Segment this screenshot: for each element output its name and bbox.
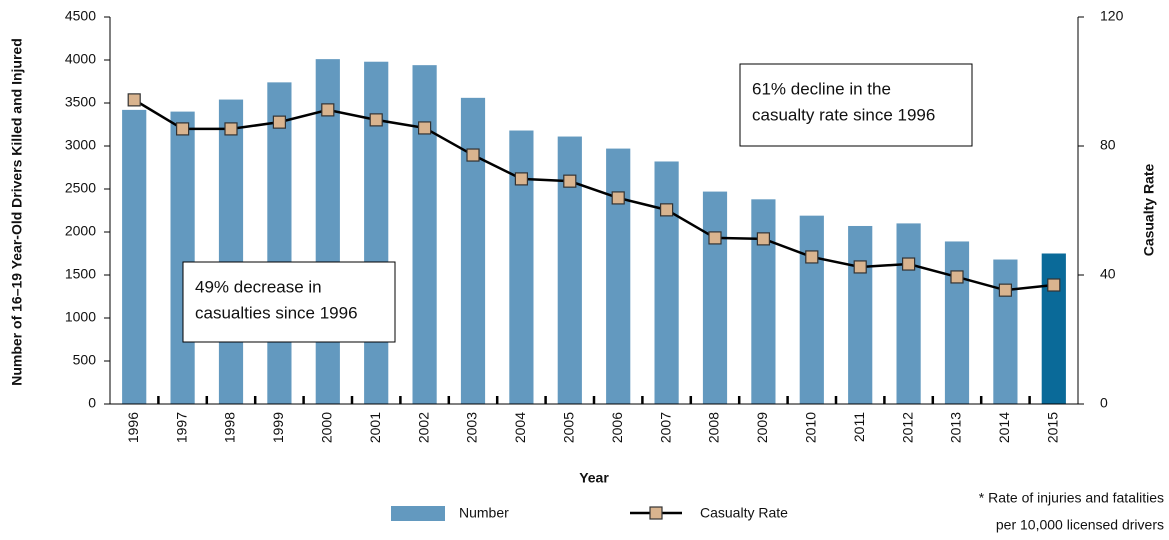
annotation-text: casualty rate since 1996 bbox=[752, 105, 935, 124]
rate-marker bbox=[998, 283, 1013, 297]
legend-label: Casualty Rate bbox=[700, 505, 788, 521]
x-tick-label: 2011 bbox=[851, 412, 867, 442]
x-tick-label: 2001 bbox=[367, 412, 383, 443]
annotation-text: 49% decrease in bbox=[195, 277, 322, 296]
x-tick-label: 2004 bbox=[512, 412, 528, 443]
bar bbox=[606, 148, 631, 404]
bar bbox=[315, 59, 340, 404]
x-tick-label: 1996 bbox=[125, 412, 141, 443]
bar bbox=[848, 225, 873, 404]
y-tick-label: 500 bbox=[73, 352, 97, 368]
rate-marker bbox=[901, 257, 916, 271]
annotation-text: casualties since 1996 bbox=[195, 303, 358, 322]
rate-marker bbox=[611, 191, 625, 205]
y2-tick-label: 120 bbox=[1100, 8, 1124, 24]
footnote: * Rate of injuries and fatalities bbox=[979, 490, 1164, 506]
y2-tick-label: 0 bbox=[1100, 395, 1108, 411]
y-tick-label: 4000 bbox=[65, 51, 96, 67]
y-axis-label: Number of 16–19 Year-Old Drivers Killed … bbox=[9, 38, 25, 386]
rate-marker bbox=[659, 203, 674, 217]
rate-marker bbox=[127, 93, 141, 107]
rate-line bbox=[133, 98, 1054, 292]
bar bbox=[702, 191, 728, 404]
bar bbox=[944, 241, 970, 404]
x-tick-label: 2008 bbox=[706, 412, 722, 443]
rate-marker bbox=[272, 115, 286, 129]
y-tick-label: 3000 bbox=[65, 137, 96, 153]
x-tick-label: 2013 bbox=[948, 412, 964, 443]
rate-marker bbox=[321, 103, 335, 117]
y-tick-label: 0 bbox=[88, 395, 96, 411]
rate-marker bbox=[466, 148, 480, 162]
bar bbox=[799, 215, 824, 404]
bar bbox=[1041, 253, 1066, 404]
y-tick-label: 3500 bbox=[65, 94, 96, 110]
rate-marker bbox=[756, 232, 771, 246]
legend-label: Number bbox=[459, 505, 509, 521]
y2-tick-label: 40 bbox=[1100, 266, 1116, 282]
bar bbox=[412, 65, 437, 404]
rate-marker bbox=[224, 122, 238, 136]
bar bbox=[993, 259, 1018, 404]
x-tick-label: 2003 bbox=[464, 412, 480, 443]
x-tick-label: 2014 bbox=[996, 412, 1012, 443]
x-tick-label: 2007 bbox=[657, 412, 673, 443]
rate-marker bbox=[563, 174, 577, 188]
rate-marker bbox=[369, 113, 383, 127]
y2-axis-label: Casualty Rate bbox=[1141, 163, 1157, 256]
x-tick-label: 2012 bbox=[899, 412, 915, 443]
bar bbox=[751, 199, 776, 404]
y-tick-label: 2000 bbox=[65, 223, 96, 239]
rate-marker bbox=[418, 121, 432, 135]
bar bbox=[460, 97, 486, 404]
rate-marker bbox=[950, 270, 964, 284]
annotation-box bbox=[182, 261, 396, 343]
bar bbox=[218, 99, 244, 404]
annotation-text: 61% decline in the bbox=[752, 79, 891, 98]
bar bbox=[170, 111, 195, 404]
bar bbox=[654, 161, 679, 404]
y-tick-label: 4500 bbox=[65, 8, 96, 24]
bar bbox=[509, 130, 534, 404]
legend-swatch bbox=[391, 506, 445, 521]
x-tick-label: 2015 bbox=[1045, 412, 1061, 443]
annotation-box bbox=[739, 63, 973, 147]
rate-marker bbox=[805, 250, 819, 264]
y-tick-label: 1000 bbox=[65, 309, 96, 325]
x-tick-label: 2009 bbox=[754, 412, 770, 443]
footnote: per 10,000 licensed drivers bbox=[996, 517, 1164, 533]
y2-tick-label: 80 bbox=[1100, 137, 1116, 153]
x-tick-label: 1999 bbox=[270, 412, 286, 443]
legend-marker bbox=[649, 506, 663, 520]
x-tick-label: 2006 bbox=[609, 412, 625, 443]
y-tick-label: 2500 bbox=[65, 180, 96, 196]
x-tick-label: 2010 bbox=[803, 412, 819, 443]
x-tick-label: 1998 bbox=[222, 412, 238, 443]
rate-marker bbox=[708, 231, 722, 245]
rate-marker bbox=[514, 172, 529, 186]
y-tick-label: 1500 bbox=[65, 266, 96, 282]
rate-marker bbox=[853, 260, 867, 274]
bar bbox=[267, 82, 292, 405]
x-tick-label: 2005 bbox=[561, 412, 577, 443]
bar bbox=[896, 223, 921, 404]
rate-marker bbox=[176, 122, 190, 136]
bar bbox=[364, 61, 389, 404]
rate-marker bbox=[1047, 278, 1061, 292]
x-tick-label: 2000 bbox=[319, 412, 335, 443]
x-tick-label: 2002 bbox=[415, 412, 431, 443]
bar bbox=[122, 109, 147, 404]
x-tick-label: 1997 bbox=[173, 412, 189, 443]
x-axis-label: Year bbox=[579, 470, 609, 486]
